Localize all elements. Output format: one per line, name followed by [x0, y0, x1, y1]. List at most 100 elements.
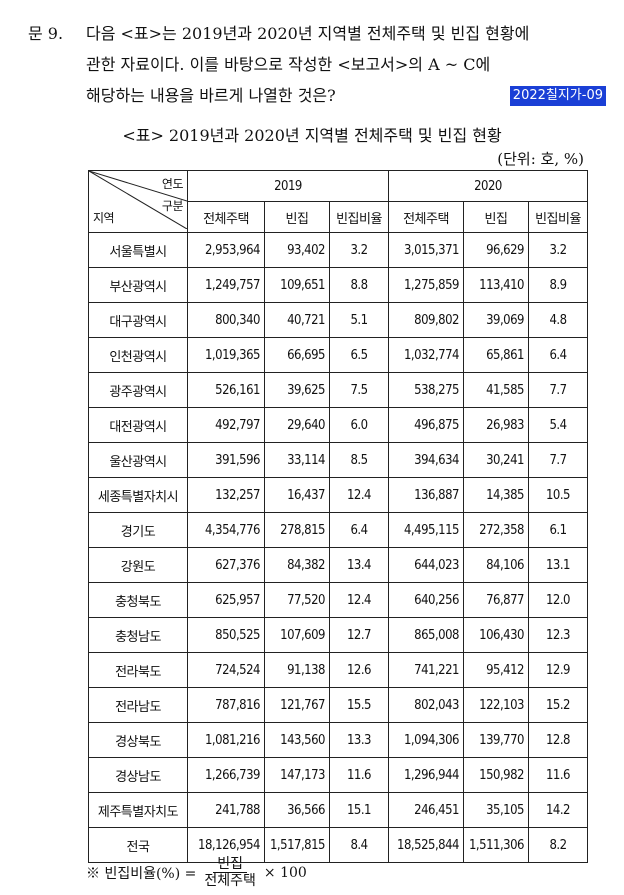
- value-cell-r20: 14.2: [528, 792, 588, 828]
- region-cell: 세종특별자치시: [88, 477, 188, 513]
- value-cell-t19: 625,957: [187, 582, 265, 618]
- value-cell-v19: 39,625: [264, 372, 330, 408]
- table-row: 전국 18,126,954 1,517,815 8.4 18,525,844 1,511,…: [88, 827, 588, 863]
- value-cell-v19: 121,767: [264, 687, 330, 723]
- region-cell: 대전광역시: [88, 407, 188, 443]
- value-cell-v19: 109,651: [264, 267, 330, 303]
- fraction-numerator: 빈집: [213, 856, 248, 873]
- value-cell-v19: 1,517,815: [264, 827, 330, 863]
- value-cell-r20: 12.3: [528, 617, 588, 653]
- footnote: ※ 빈집비율(%) = 빈집 전체주택 × 100: [86, 856, 307, 889]
- value-cell-v20: 1,511,306: [463, 827, 529, 863]
- table-row: 광주광역시 526,161 39,625 7.5 538,275 41,585 7.7: [88, 372, 588, 408]
- value-cell-t20: 1,296,944: [388, 757, 464, 793]
- value-cell-v19: 29,640: [264, 407, 330, 443]
- value-cell-v20: 39,069: [463, 302, 529, 338]
- value-cell-v20: 65,861: [463, 337, 529, 373]
- table-row: 경기도 4,354,776 278,815 6.4 4,495,115 272,358 6.…: [88, 512, 588, 548]
- value-cell-t20: 538,275: [388, 372, 464, 408]
- value-cell-t19: 391,596: [187, 442, 265, 478]
- region-cell: 경상북도: [88, 722, 188, 758]
- value-cell-t19: 241,788: [187, 792, 265, 828]
- value-cell-v19: 91,138: [264, 652, 330, 688]
- value-cell-t19: 1,249,757: [187, 267, 265, 303]
- value-cell-v19: 33,114: [264, 442, 330, 478]
- value-cell-r19: 15.1: [329, 792, 389, 828]
- table-row: 경상북도 1,081,216 143,560 13.3 1,094,306 139,770…: [88, 722, 588, 758]
- region-cell: 경상남도: [88, 757, 188, 793]
- value-cell-r19: 13.4: [329, 547, 389, 583]
- value-cell-r20: 7.7: [528, 372, 588, 408]
- question-line-1: 다음 <표>는 2019년과 2020년 지역별 전체주택 및 빈집 현황에: [86, 24, 530, 43]
- table-row: 울산광역시 391,596 33,114 8.5 394,634 30,241 7.7: [88, 442, 588, 478]
- value-cell-t20: 4,495,115: [388, 512, 464, 548]
- category-label: 구분: [161, 199, 184, 213]
- table-row: 경상남도 1,266,739 147,173 11.6 1,296,944 150,982…: [88, 757, 588, 793]
- col-vacant-2020: 빈집: [463, 201, 529, 233]
- value-cell-v20: 30,241: [463, 442, 529, 478]
- table-row: 충청북도 625,957 77,520 12.4 640,256 76,877 12.0: [88, 582, 588, 618]
- value-cell-v19: 66,695: [264, 337, 330, 373]
- value-cell-t20: 18,525,844: [388, 827, 464, 863]
- value-cell-v19: 84,382: [264, 547, 330, 583]
- value-cell-t20: 640,256: [388, 582, 464, 618]
- value-cell-v19: 147,173: [264, 757, 330, 793]
- source-tag: 2022칠지가-09: [509, 86, 606, 106]
- value-cell-r19: 3.2: [329, 232, 389, 268]
- unit-label: (단위: 호, %): [497, 150, 584, 168]
- value-cell-r19: 8.8: [329, 267, 389, 303]
- value-cell-v20: 84,106: [463, 547, 529, 583]
- value-cell-t20: 741,221: [388, 652, 464, 688]
- table-row: 전라남도 787,816 121,767 15.5 802,043 122,103 15.2: [88, 687, 588, 723]
- value-cell-v20: 139,770: [463, 722, 529, 758]
- value-cell-v19: 16,437: [264, 477, 330, 513]
- region-cell: 서울특별시: [88, 232, 188, 268]
- value-cell-t20: 1,032,774: [388, 337, 464, 373]
- value-cell-t19: 627,376: [187, 547, 265, 583]
- value-cell-v20: 96,629: [463, 232, 529, 268]
- value-cell-r19: 12.4: [329, 582, 389, 618]
- question-number: 문 9.: [28, 24, 64, 43]
- value-cell-v19: 143,560: [264, 722, 330, 758]
- question-line-3: 해당하는 내용을 바르게 나열한 것은?: [86, 86, 336, 105]
- value-cell-t20: 1,094,306: [388, 722, 464, 758]
- value-cell-r19: 5.1: [329, 302, 389, 338]
- housing-table: 연도 구분 지역 2019 2020 전체주택 빈집 빈집비율 전체주택 빈집 …: [88, 170, 588, 863]
- value-cell-v20: 272,358: [463, 512, 529, 548]
- col-vacant-2019: 빈집: [264, 201, 330, 233]
- value-cell-t20: 802,043: [388, 687, 464, 723]
- question-text: 문 9. 다음 <표>는 2019년과 2020년 지역별 전체주택 및 빈집 현…: [28, 18, 608, 111]
- value-cell-r20: 12.0: [528, 582, 588, 618]
- value-cell-r19: 12.7: [329, 617, 389, 653]
- value-cell-t20: 1,275,859: [388, 267, 464, 303]
- value-cell-r19: 6.5: [329, 337, 389, 373]
- value-cell-t19: 1,081,216: [187, 722, 265, 758]
- value-cell-r20: 15.2: [528, 687, 588, 723]
- value-cell-t19: 492,797: [187, 407, 265, 443]
- region-cell: 충청북도: [88, 582, 188, 618]
- year-2019-header: 2019: [187, 170, 389, 202]
- table-row: 대구광역시 800,340 40,721 5.1 809,802 39,069 4.8: [88, 302, 588, 338]
- value-cell-v19: 77,520: [264, 582, 330, 618]
- table-row: 강원도 627,376 84,382 13.4 644,023 84,106 13.1: [88, 547, 588, 583]
- table-row: 세종특별자치시 132,257 16,437 12.4 136,887 14,385 10.…: [88, 477, 588, 513]
- region-cell: 울산광역시: [88, 442, 188, 478]
- value-cell-t19: 132,257: [187, 477, 265, 513]
- diagonal-lines: [89, 171, 187, 229]
- value-cell-v20: 76,877: [463, 582, 529, 618]
- value-cell-t20: 3,015,371: [388, 232, 464, 268]
- footnote-multiplier: × 100: [263, 864, 307, 881]
- table-row: 서울특별시 2,953,964 93,402 3.2 3,015,371 96,629 3.…: [88, 232, 588, 268]
- value-cell-v20: 41,585: [463, 372, 529, 408]
- value-cell-v20: 14,385: [463, 477, 529, 513]
- footnote-label: ※ 빈집비율(%) =: [86, 865, 197, 882]
- value-cell-t19: 526,161: [187, 372, 265, 408]
- value-cell-t20: 865,008: [388, 617, 464, 653]
- table-row: 부산광역시 1,249,757 109,651 8.8 1,275,859 113,410…: [88, 267, 588, 303]
- value-cell-v20: 122,103: [463, 687, 529, 723]
- value-cell-r20: 3.2: [528, 232, 588, 268]
- value-cell-r19: 13.3: [329, 722, 389, 758]
- value-cell-t19: 4,354,776: [187, 512, 265, 548]
- value-cell-v20: 150,982: [463, 757, 529, 793]
- table-row: 충청남도 850,525 107,609 12.7 865,008 106,430 12.3: [88, 617, 588, 653]
